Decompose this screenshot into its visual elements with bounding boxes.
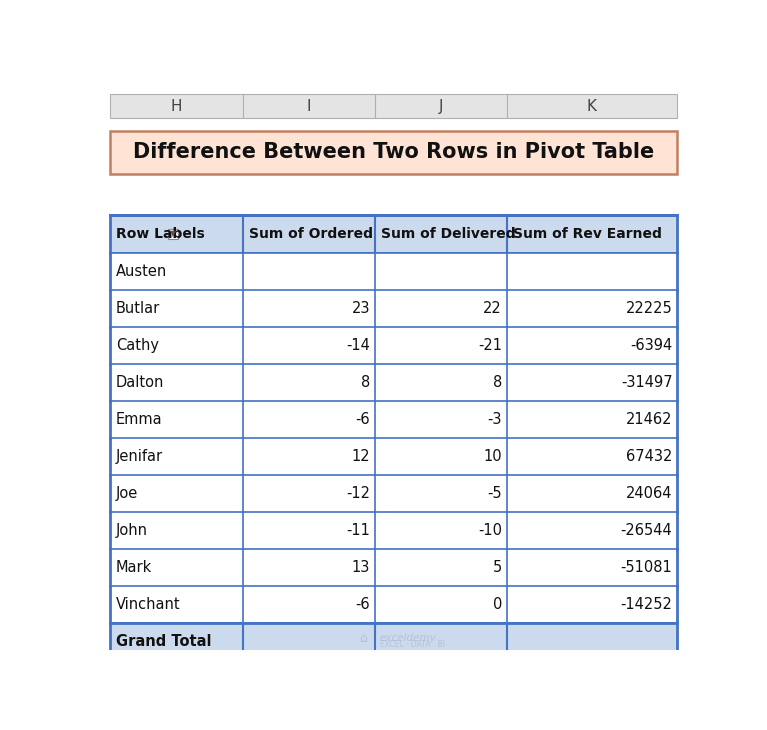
Text: -6: -6 (356, 412, 370, 427)
Bar (110, 475, 677, 512)
Text: 12: 12 (351, 449, 370, 464)
Text: Row Labels: Row Labels (116, 227, 205, 241)
Text: Butlar: Butlar (116, 301, 160, 316)
Text: 22: 22 (483, 301, 502, 316)
Text: Cathy: Cathy (116, 338, 159, 353)
Bar (375, 93, 507, 118)
Text: H: H (171, 99, 183, 114)
Text: EXCEL · DATA · BI: EXCEL · DATA · BI (380, 639, 445, 649)
Bar (110, 401, 677, 438)
Bar (110, 623, 677, 660)
Text: 24064: 24064 (626, 486, 673, 501)
Text: -11: -11 (347, 523, 370, 538)
Text: -31497: -31497 (621, 375, 673, 390)
Text: exceldemy: exceldemy (380, 633, 436, 643)
Bar (110, 215, 677, 253)
Text: -26544: -26544 (621, 523, 673, 538)
Text: 10: 10 (483, 449, 502, 464)
Bar (243, 93, 375, 118)
Text: -14252: -14252 (621, 596, 673, 612)
Text: -5: -5 (487, 486, 502, 501)
Text: Difference Between Two Rows in Pivot Table: Difference Between Two Rows in Pivot Tab… (133, 142, 654, 162)
Text: -6394: -6394 (630, 338, 673, 353)
Text: ▼: ▼ (170, 229, 176, 239)
Text: Sum of Delivered: Sum of Delivered (381, 227, 515, 241)
Bar (110, 253, 677, 290)
Text: 23: 23 (352, 301, 370, 316)
Text: 13: 13 (352, 560, 370, 575)
Text: Jenifar: Jenifar (116, 449, 163, 464)
Text: -14: -14 (347, 338, 370, 353)
Text: Sum of Ordered: Sum of Ordered (249, 227, 374, 241)
Text: 5: 5 (492, 560, 502, 575)
Text: Vinchant: Vinchant (116, 596, 181, 612)
Text: 22225: 22225 (626, 301, 673, 316)
Text: -10: -10 (478, 523, 502, 538)
Text: Austen: Austen (116, 264, 167, 279)
Text: 67432: 67432 (626, 449, 673, 464)
Text: 8: 8 (492, 375, 502, 390)
Text: -51081: -51081 (621, 560, 673, 575)
Text: K: K (587, 99, 597, 114)
Text: -21: -21 (478, 338, 502, 353)
Text: John: John (116, 523, 148, 538)
Bar (507, 93, 677, 118)
Bar (110, 585, 677, 623)
Bar (110, 131, 677, 174)
Text: Emma: Emma (116, 412, 163, 427)
Text: Mark: Mark (116, 560, 153, 575)
Text: Grand Total: Grand Total (116, 634, 212, 649)
Text: 21462: 21462 (626, 412, 673, 427)
Text: 8: 8 (361, 375, 370, 390)
Text: -12: -12 (346, 486, 370, 501)
Bar (110, 438, 677, 475)
Bar (110, 364, 677, 401)
Text: Joe: Joe (116, 486, 138, 501)
Text: Sum of Rev Earned: Sum of Rev Earned (513, 227, 662, 241)
Text: -6: -6 (356, 596, 370, 612)
Text: ⌂: ⌂ (359, 632, 367, 645)
Bar (110, 512, 677, 549)
Bar (110, 327, 677, 364)
Text: I: I (307, 99, 311, 114)
Text: Dalton: Dalton (116, 375, 164, 390)
Text: J: J (439, 99, 443, 114)
Text: 0: 0 (492, 596, 502, 612)
Text: -3: -3 (488, 412, 502, 427)
Bar (110, 290, 677, 327)
Bar (110, 549, 677, 585)
Bar (110, 93, 243, 118)
Bar (168, 228, 178, 239)
